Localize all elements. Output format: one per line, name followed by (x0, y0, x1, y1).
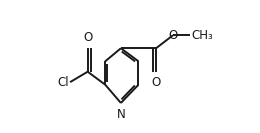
Text: O: O (168, 29, 178, 42)
Text: N: N (116, 108, 125, 121)
Text: O: O (151, 76, 161, 89)
Text: Cl: Cl (57, 76, 69, 89)
Text: CH₃: CH₃ (191, 29, 213, 42)
Text: O: O (83, 31, 92, 44)
